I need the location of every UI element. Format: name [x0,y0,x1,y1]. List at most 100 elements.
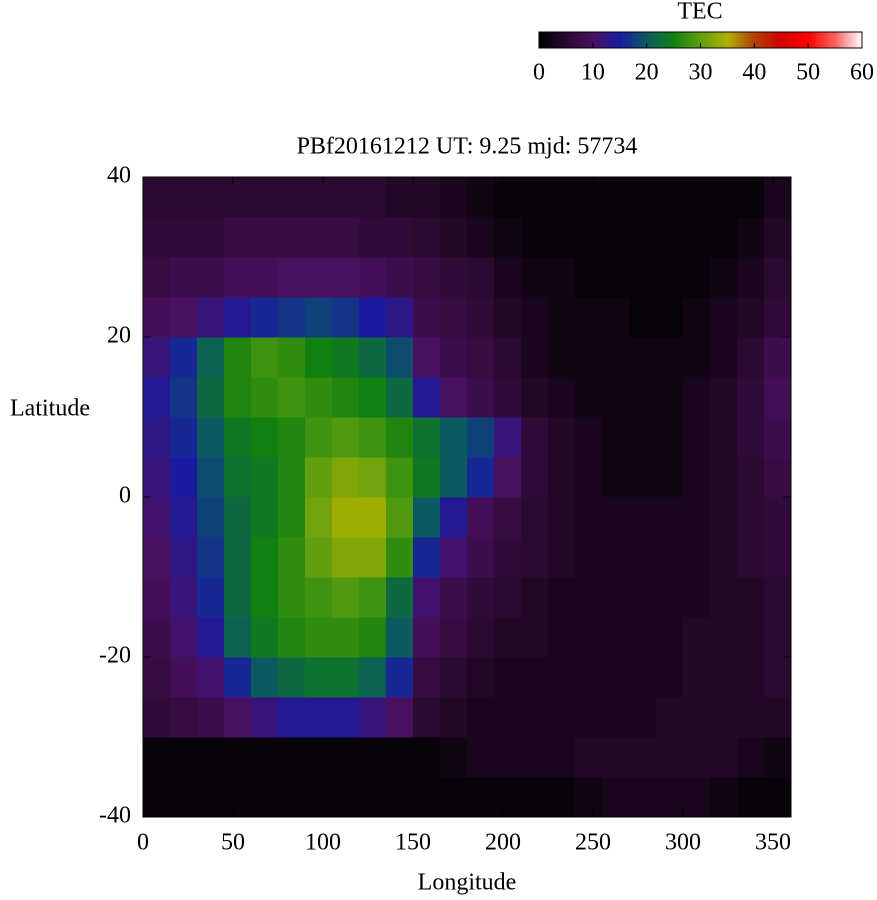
heatmap-cell [332,337,360,378]
colorbar-tick-label: 30 [689,60,713,86]
heatmap-cell [494,417,522,458]
heatmap-cell [413,337,441,378]
heatmap-cell [467,737,495,778]
heatmap-cell [278,417,306,458]
heatmap-cell [548,217,576,258]
heatmap-cell [359,737,387,778]
heatmap-cell [764,417,792,458]
heatmap-cell [386,657,414,698]
heatmap-cell [224,777,252,818]
heatmap-cell [251,497,279,538]
heatmap-cell [170,497,198,538]
heatmap-cell [602,257,630,298]
heatmap-cell [305,737,333,778]
heatmap-cell [683,257,711,298]
heatmap-cell [656,297,684,338]
heatmap-cell [251,257,279,298]
heatmap-cell [251,777,279,818]
heatmap-cell [602,297,630,338]
heatmap-cell [251,457,279,498]
heatmap-cell [305,377,333,418]
heatmap-cell [143,457,171,498]
heatmap-cell [629,257,657,298]
heatmap-cell [278,377,306,418]
heatmap-cell [305,217,333,258]
heatmap-cell [629,537,657,578]
heatmap-cell [629,457,657,498]
heatmap-cell [764,497,792,538]
x-tick-label: 350 [755,830,791,856]
heatmap-cell [251,417,279,458]
heatmap-cell [305,697,333,738]
heatmap-cell [494,257,522,298]
heatmap-cell [440,657,468,698]
heatmap-cell [386,617,414,658]
heatmap-cell [575,617,603,658]
heatmap-cell [494,537,522,578]
heatmap-cell [440,497,468,538]
heatmap-cell [656,497,684,538]
heatmap-cell [359,177,387,218]
heatmap-cell [143,777,171,818]
heatmap-cell [440,577,468,618]
heatmap-cell [143,297,171,338]
heatmap-cell [170,537,198,578]
heatmap-cell [656,617,684,658]
heatmap-cell [278,217,306,258]
heatmap-cell [143,617,171,658]
heatmap-cell [305,537,333,578]
heatmap-cell [386,297,414,338]
colorbar-tick-label: 10 [581,60,605,86]
heatmap-cell [332,417,360,458]
heatmap-cell [683,697,711,738]
heatmap-cell [359,457,387,498]
heatmap-cell [278,537,306,578]
heatmap-cell [737,617,765,658]
heatmap-cell [710,257,738,298]
heatmap-cell [764,537,792,578]
y-tick-label: 20 [107,323,131,349]
heatmap-cell [197,737,225,778]
heatmap-cell [170,337,198,378]
heatmap-cell [305,617,333,658]
heatmap-cell [386,417,414,458]
heatmap-cell [224,217,252,258]
heatmap-cell [494,177,522,218]
heatmap-cell [494,377,522,418]
heatmap-cell [602,417,630,458]
heatmap-cell [548,617,576,658]
heatmap-cell [710,297,738,338]
heatmap-cell [683,417,711,458]
heatmap-cell [602,457,630,498]
y-tick-label: -20 [99,643,131,669]
heatmap-cell [602,577,630,618]
heatmap-cell [521,497,549,538]
heatmap-cell [467,457,495,498]
heatmap-cell [197,497,225,538]
heatmap-cell [629,297,657,338]
heatmap-cell [575,377,603,418]
heatmap-cell [278,697,306,738]
heatmap-cell [602,697,630,738]
heatmap-cell [548,457,576,498]
heatmap-cell [764,617,792,658]
heatmap-cell [413,297,441,338]
heatmap-cell [521,777,549,818]
heatmap-cell [656,457,684,498]
heatmap-cell [143,337,171,378]
heatmap-cell [143,217,171,258]
heatmap-cell [629,617,657,658]
heatmap-cell [737,297,765,338]
heatmap-cell [602,337,630,378]
heatmap-cell [548,377,576,418]
heatmap-cell [467,777,495,818]
heatmap-cell [764,657,792,698]
heatmap-cell [170,217,198,258]
heatmap-cell [332,777,360,818]
heatmap-cell [224,297,252,338]
heatmap-cell [683,537,711,578]
heatmap-cell [440,417,468,458]
heatmap-cell [224,577,252,618]
chart-title: PBf20161212 UT: 9.25 mjd: 57734 [297,134,638,160]
